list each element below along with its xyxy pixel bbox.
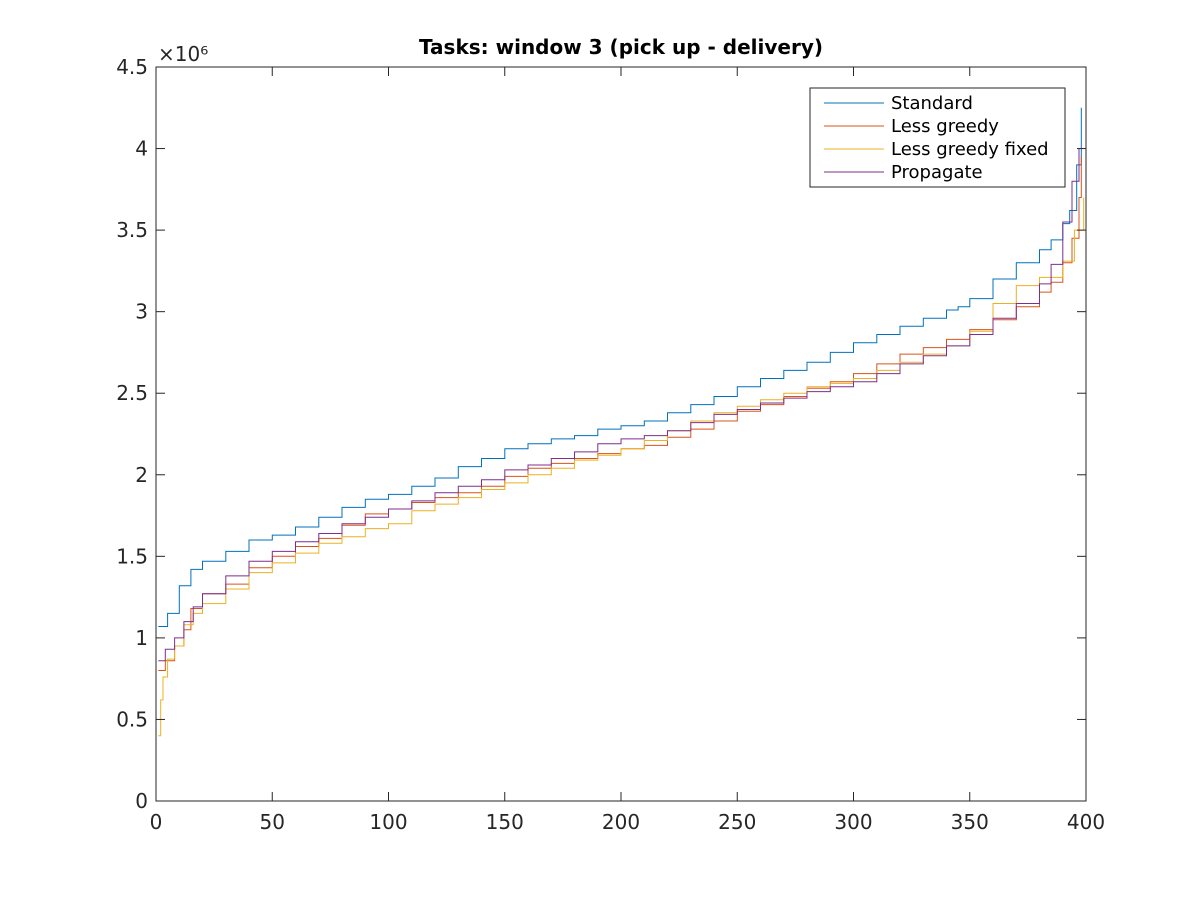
x-tick-label: 200	[602, 810, 640, 834]
x-tick-label: 150	[486, 810, 524, 834]
series-line-less-greedy-fixed	[158, 197, 1085, 737]
y-tick-label: 4.5	[116, 55, 148, 79]
axes: 0 50 100 150 200 250 300 350 400 0 0.5 1 1.5 2 2.5 3 3.5…	[116, 55, 1105, 834]
y-tick-label: 2	[135, 463, 148, 487]
x-tick-label: 300	[834, 810, 872, 834]
x-tick-label: 350	[951, 810, 989, 834]
series-line-standard	[158, 107, 1082, 627]
chart-title: Tasks: window 3 (pick up - delivery)	[419, 35, 823, 59]
y-tick-label: 1.5	[116, 544, 148, 568]
y-tick-label: 2.5	[116, 381, 148, 405]
y-tick-label: 0.5	[116, 707, 148, 731]
y-tick-label: 4	[135, 137, 148, 161]
y-tick-label: 1	[135, 626, 148, 650]
y-tick-label: 0	[135, 789, 148, 813]
legend-label-less-greedy-fixed: Less greedy fixed	[891, 139, 1049, 160]
series-line-propagate	[158, 148, 1080, 662]
y-axis-exponent-label: ×10⁶	[158, 42, 208, 66]
legend-box	[809, 87, 1066, 188]
x-tick-label: 100	[369, 810, 407, 834]
x-tick-label: 50	[260, 810, 285, 834]
legend-label-propagate: Propagate	[891, 162, 983, 183]
x-tick-label: 250	[718, 810, 756, 834]
y-tick-label: 3.5	[116, 218, 148, 242]
plot-area	[156, 67, 1086, 801]
x-tick-label: 0	[150, 810, 163, 834]
legend-label-standard: Standard	[891, 93, 973, 114]
series-layer	[158, 107, 1085, 737]
y-tick-label: 3	[135, 300, 148, 324]
legend-label-less-greedy: Less greedy	[891, 116, 999, 137]
x-tick-label: 400	[1067, 810, 1105, 834]
